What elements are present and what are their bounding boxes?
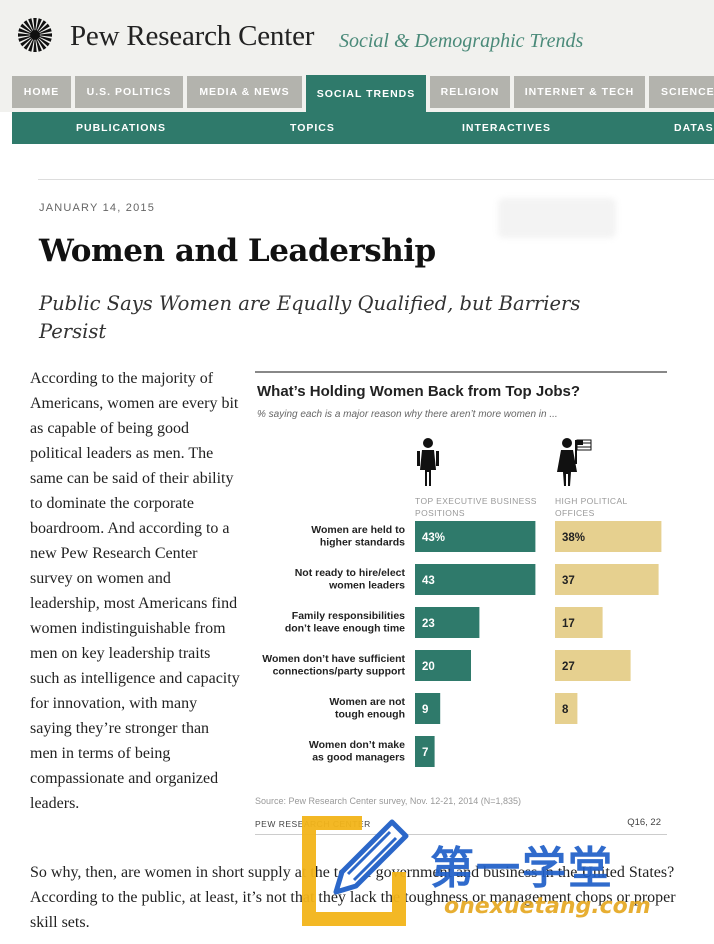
chart-bar bbox=[415, 607, 480, 638]
watermark-pencil-icon bbox=[302, 816, 409, 926]
category-label: higher standards bbox=[320, 537, 405, 549]
data-label: 37 bbox=[562, 575, 575, 587]
article-title: Women and Leadership bbox=[39, 233, 436, 269]
data-label: 7 bbox=[422, 747, 428, 759]
chart-bar bbox=[555, 521, 662, 552]
subnav-datasets[interactable]: DATAS bbox=[674, 122, 714, 134]
series-label-business: TOP EXECUTIVE BUSINESS POSITIONS bbox=[415, 495, 537, 519]
category-label: Not ready to hire/elect bbox=[295, 567, 406, 579]
category-label: don’t leave enough time bbox=[285, 623, 405, 635]
article-subtitle: Public Says Women are Equally Qualified,… bbox=[39, 292, 581, 343]
data-label: 43% bbox=[422, 532, 445, 544]
nav-tab-media-news[interactable]: MEDIA & NEWS bbox=[187, 76, 302, 108]
secondary-nav: PUBLICATIONS TOPICS INTERACTIVES DATAS bbox=[12, 112, 714, 144]
category-label: women leaders bbox=[328, 580, 405, 592]
nav-tab-home[interactable]: HOME bbox=[12, 76, 71, 108]
nav-tab-religion[interactable]: RELIGION bbox=[430, 76, 510, 108]
nav-tab-internet-tech[interactable]: INTERNET & TECH bbox=[514, 76, 645, 108]
chart-question-ref: Q16, 22 bbox=[627, 817, 661, 828]
pew-logo-icon[interactable] bbox=[12, 12, 58, 58]
category-label: tough enough bbox=[335, 709, 405, 721]
series-label-political: HIGH POLITICAL OFFICES bbox=[555, 495, 628, 519]
series-label-political-line1: HIGH POLITICAL bbox=[555, 496, 628, 506]
series-label-business-line1: TOP EXECUTIVE BUSINESS bbox=[415, 496, 537, 506]
article-paragraph-1: According to the majority of Americans, … bbox=[30, 370, 240, 812]
chart-bar bbox=[415, 693, 441, 724]
data-label: 9 bbox=[422, 704, 428, 716]
chart-bar bbox=[415, 521, 536, 552]
category-label: Women don’t have sufficient bbox=[262, 653, 405, 665]
brand-name[interactable]: Pew Research Center bbox=[70, 20, 315, 52]
data-label: 17 bbox=[562, 618, 575, 630]
nav-tab-us-politics[interactable]: U.S. POLITICS bbox=[75, 76, 183, 108]
category-label: Women are not bbox=[329, 696, 405, 708]
primary-nav: HOME U.S. POLITICS MEDIA & NEWS SOCIAL T… bbox=[0, 75, 714, 112]
chart-subtitle: % saying each is a major reason why ther… bbox=[257, 409, 558, 420]
category-label: connections/party support bbox=[273, 666, 406, 678]
nav-tab-science[interactable]: SCIENCE bbox=[649, 76, 714, 108]
data-label: 8 bbox=[562, 704, 569, 716]
section-title[interactable]: Social & Demographic Trends bbox=[339, 30, 584, 52]
category-label: Women are held to bbox=[311, 524, 405, 536]
businesswoman-icon bbox=[417, 438, 439, 486]
data-label: 43 bbox=[422, 575, 435, 587]
chart-bottom-rule bbox=[255, 834, 667, 835]
blurred-region bbox=[498, 198, 616, 238]
series-label-business-line2: POSITIONS bbox=[415, 508, 465, 518]
chart-bar bbox=[555, 650, 631, 681]
chart: What’s Holding Women Back from Top Jobs?… bbox=[255, 371, 667, 841]
watermark-url: onexuetang.com bbox=[444, 894, 651, 919]
divider bbox=[38, 179, 714, 180]
nav-tab-social-trends[interactable]: SOCIAL TRENDS bbox=[306, 75, 426, 112]
article-date: JANUARY 14, 2015 bbox=[39, 202, 156, 214]
data-label: 23 bbox=[422, 618, 435, 630]
data-label: 27 bbox=[562, 661, 575, 673]
chart-bar bbox=[415, 564, 536, 595]
chart-title: What’s Holding Women Back from Top Jobs? bbox=[257, 383, 581, 400]
watermark-chinese: 第一学堂 bbox=[430, 843, 614, 894]
chart-bar bbox=[555, 607, 603, 638]
chart-bar bbox=[415, 736, 435, 767]
chart-source: Source: Pew Research Center survey, Nov.… bbox=[255, 796, 522, 806]
category-label: Women don’t make bbox=[309, 739, 405, 751]
category-label: as good managers bbox=[312, 752, 405, 764]
data-label: 20 bbox=[422, 661, 435, 673]
chart-bar bbox=[555, 693, 578, 724]
subnav-topics[interactable]: TOPICS bbox=[290, 122, 335, 134]
subnav-publications[interactable]: PUBLICATIONS bbox=[76, 122, 166, 134]
category-label: Family responsibilities bbox=[292, 610, 405, 622]
chart-bar bbox=[555, 564, 659, 595]
chart-top-rule bbox=[255, 371, 667, 373]
chart-bar bbox=[415, 650, 471, 681]
series-label-political-line2: OFFICES bbox=[555, 508, 595, 518]
politician-flag-icon bbox=[557, 438, 592, 486]
data-label: 38% bbox=[562, 532, 585, 544]
site-header: Pew Research Center Social & Demographic… bbox=[0, 0, 714, 75]
subnav-interactives[interactable]: INTERACTIVES bbox=[462, 122, 552, 134]
